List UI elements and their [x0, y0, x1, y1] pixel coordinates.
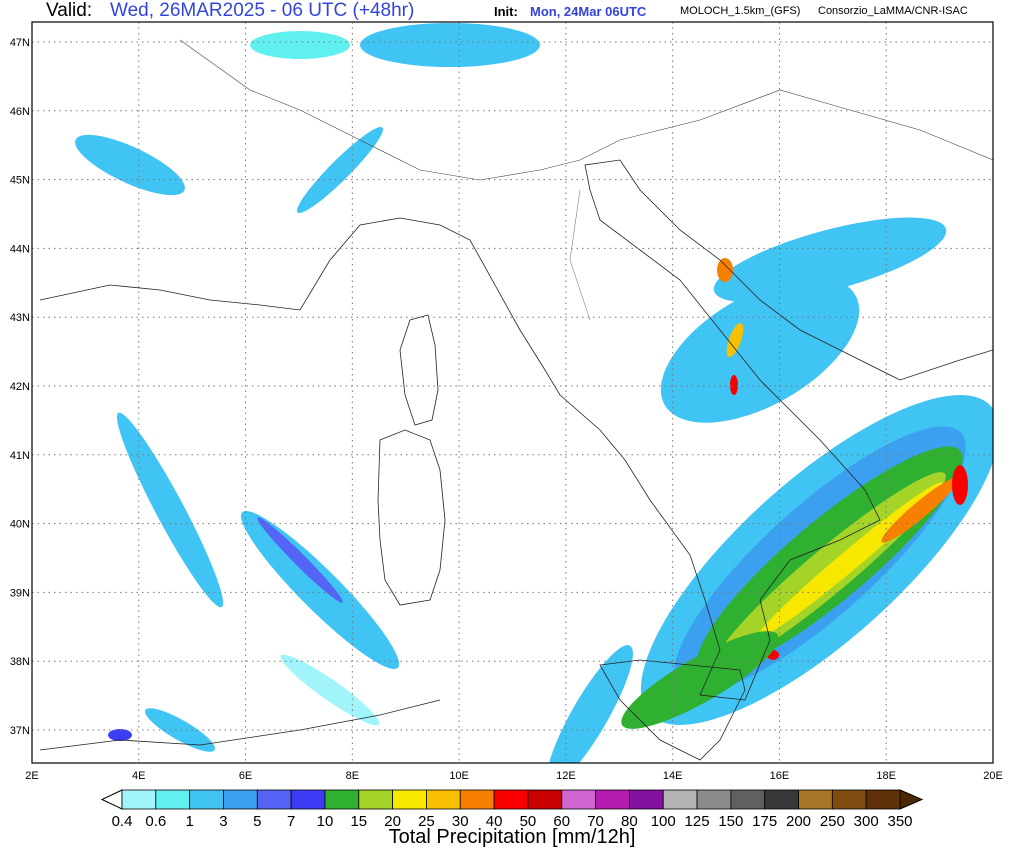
colorbar-label: 10 [317, 813, 334, 830]
init-label: Init: [494, 4, 518, 19]
colorbar-swatch [155, 789, 191, 810]
map-frame [31, 21, 994, 764]
colorbar-swatch [595, 789, 630, 810]
lat-tick-label: 47N [10, 37, 30, 49]
lon-tick-label: 6E [239, 770, 252, 782]
colorbar-swatch [459, 789, 495, 810]
colorbar-swatch [561, 789, 596, 810]
colorbar-swatch [628, 789, 664, 810]
colorbar-label: 15 [350, 813, 367, 830]
valid-label: Valid: [46, 0, 93, 21]
lon-tick-label: 12E [556, 770, 576, 782]
colorbar-swatch [493, 789, 529, 810]
colorbar-swatch [527, 789, 563, 810]
colorbar-swatch [426, 789, 461, 810]
colorbar-swatch [831, 789, 867, 810]
colorbar-swatch [189, 789, 224, 810]
colorbar-label: 0.6 [145, 813, 166, 830]
colorbar-label: 200 [786, 813, 811, 830]
lat-tick-label: 44N [10, 243, 30, 255]
colorbar-label: 7 [287, 813, 295, 830]
colorbar-label: 125 [685, 813, 710, 830]
lon-tick-label: 20E [983, 770, 1003, 782]
colorbar-swatch [324, 789, 360, 810]
colorbar-label: 60 [553, 813, 570, 830]
axis-ticks: 2E 4E 6E 8E 10E 12E 14E 16E 18E 20E 47N 46N 45N 44N 43… [10, 37, 1003, 782]
lat-tick-label: 41N [10, 450, 30, 462]
colorbar-label: 150 [718, 813, 743, 830]
colorbar-label: 50 [520, 813, 537, 830]
colorbar-title: Total Precipitation [mm/12h] [388, 826, 636, 848]
colorbar-swatch [764, 789, 799, 810]
colorbar-label: 350 [887, 813, 912, 830]
lon-tick-label: 16E [770, 770, 790, 782]
colorbar-under-arrow [100, 789, 123, 810]
init-time: Mon, 24Mar 06UTC [530, 4, 647, 19]
lon-tick-label: 18E [876, 770, 896, 782]
lon-tick-label: 10E [449, 770, 469, 782]
lat-tick-label: 38N [10, 656, 30, 668]
lat-tick-label: 45N [10, 175, 30, 187]
colorbar-swatch [121, 789, 157, 810]
header: Valid: Wed, 26MAR2025 - 06 UTC (+48hr) I… [0, 0, 1024, 22]
colorbar-swatch [223, 789, 258, 810]
lat-tick-label: 42N [10, 381, 30, 393]
coastlines [39, 39, 993, 761]
model-name: MOLOCH_1.5km_(GFS) [680, 5, 801, 17]
lon-tick-label: 14E [663, 770, 683, 782]
lat-tick-label: 43N [10, 312, 30, 324]
lon-tick-label: 2E [25, 770, 38, 782]
colorbar-swatch [392, 789, 427, 810]
lon-tick-label: 4E [132, 770, 145, 782]
graticule [32, 22, 993, 763]
colorbar-label: 1 [185, 813, 193, 830]
lat-tick-label: 39N [10, 587, 30, 599]
colorbar-label: 30 [452, 813, 469, 830]
lat-tick-label: 37N [10, 725, 30, 737]
colorbar-label: 100 [651, 813, 676, 830]
lat-tick-label: 46N [10, 106, 30, 118]
colorbar-label: 25 [418, 813, 435, 830]
colorbar: 0.4 0.6 1 3 5 7 10 15 20 25 30 40 50 60 70 80 100 125 150 1… [100, 789, 924, 830]
colorbar-swatch [256, 789, 292, 810]
colorbar-swatch [290, 789, 326, 810]
colorbar-swatch [798, 789, 833, 810]
precipitation-field [75, 23, 993, 763]
colorbar-swatch [696, 789, 732, 810]
colorbar-label: 3 [219, 813, 227, 830]
colorbar-label: 40 [486, 813, 503, 830]
colorbar-swatch [358, 789, 394, 810]
colorbar-swatch [730, 789, 766, 810]
colorbar-over-arrow [899, 789, 924, 810]
lon-tick-label: 8E [346, 770, 359, 782]
valid-time: Wed, 26MAR2025 - 06 UTC (+48hr) [110, 0, 415, 21]
lat-tick-label: 40N [10, 519, 30, 531]
colorbar-label: 300 [854, 813, 879, 830]
colorbar-label: 250 [820, 813, 845, 830]
colorbar-label: 70 [587, 813, 604, 830]
colorbar-label: 80 [621, 813, 638, 830]
colorbar-label: 175 [752, 813, 777, 830]
colorbar-swatch [865, 789, 901, 810]
colorbar-swatch [662, 789, 698, 810]
colorbar-label: 20 [384, 813, 401, 830]
colorbar-label: 5 [253, 813, 261, 830]
organization: Consorzio_LaMMA/CNR-ISAC [818, 5, 968, 17]
colorbar-label: 0.4 [112, 813, 133, 830]
